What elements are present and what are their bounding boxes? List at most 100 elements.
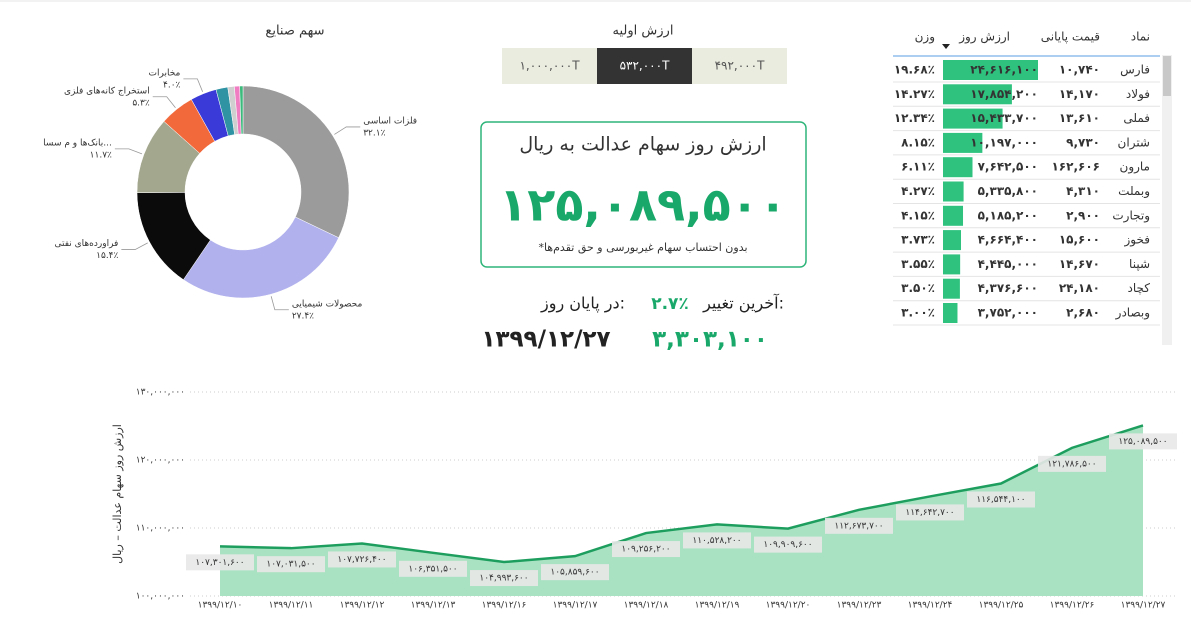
- value-bar: [943, 230, 962, 251]
- table-header[interactable]: وزن: [915, 30, 935, 45]
- leader-line: [270, 296, 289, 311]
- pie-value-label: ۵.۳٪: [132, 98, 150, 108]
- scrollbar-thumb[interactable]: [1163, 56, 1171, 96]
- data-label: ۱۰۷,۷۲۶,۴۰۰: [337, 555, 386, 565]
- day-value: ۱۷,۸۵۴,۲۰۰: [970, 87, 1038, 101]
- x-tick-label: ۱۳۹۹/۱۲/۲۷: [1121, 601, 1166, 611]
- day-value: ۷,۶۴۲,۵۰۰: [978, 160, 1038, 174]
- pie-slice: [239, 85, 244, 135]
- pie-label: محصولات شیمیایی: [292, 299, 363, 309]
- day-value: ۴,۳۷۶,۶۰۰: [978, 281, 1038, 295]
- price: ۱۴,۱۷۰: [1059, 87, 1100, 101]
- leader-line: [183, 78, 203, 92]
- end-change: ۳,۳۰۳,۱۰۰: [652, 327, 768, 353]
- symbol: وبصادر: [1115, 306, 1150, 321]
- value-bar: [943, 84, 1012, 105]
- day-value: ۴,۶۶۴,۴۰۰: [978, 233, 1038, 247]
- weight: ۴.۱۵٪: [901, 208, 935, 222]
- pie-label: فلزات اساسی: [363, 116, 417, 126]
- weight: ۱۲.۳۴٪: [894, 111, 935, 125]
- data-label: ۱۰۴,۹۹۳,۶۰۰: [479, 574, 528, 584]
- weight: ۳.۵۰٪: [901, 281, 935, 295]
- day-value: ۵,۳۳۵,۸۰۰: [978, 184, 1038, 198]
- option-label[interactable]: ۴۹۲,۰۰۰T: [715, 59, 765, 73]
- pie-label: فراورده‌های نفتی: [55, 239, 119, 249]
- end-label: در پایان روز:: [540, 294, 625, 314]
- day-value: ۱۰,۱۹۷,۰۰۰: [970, 135, 1038, 149]
- pie-slice: [183, 216, 339, 299]
- option-label[interactable]: ۱,۰۰۰,۰۰۰T: [519, 59, 580, 73]
- weight: ۳.۵۵٪: [901, 257, 935, 271]
- option-label[interactable]: ۵۳۲,۰۰۰T: [620, 59, 670, 73]
- value-bar: [943, 254, 961, 275]
- line: [219, 424, 1144, 564]
- symbol: مارون: [1120, 160, 1151, 175]
- pie-value-label: ۱۵.۴٪: [96, 251, 118, 261]
- weight: ۱۴.۲۷٪: [894, 87, 935, 101]
- symbol: فخوز: [1124, 233, 1150, 248]
- data-label-bg: [896, 504, 964, 521]
- data-label-bg: [1109, 433, 1177, 450]
- initial-value-title: ارزش اولیه: [613, 24, 674, 39]
- y-tick-label: ۱۰۰,۰۰۰,۰۰۰: [136, 592, 185, 602]
- x-tick-label: ۱۳۹۹/۱۲/۱۳: [411, 601, 456, 611]
- x-tick-label: ۱۳۹۹/۱۲/۲۵: [979, 601, 1024, 611]
- scrollbar-track[interactable]: [1162, 55, 1172, 345]
- option-button[interactable]: [692, 48, 787, 84]
- data-label-bg: [541, 564, 609, 581]
- data-label: ۱۱۶,۵۴۴,۱۰۰: [976, 495, 1025, 505]
- table-header[interactable]: ارزش روز: [958, 30, 1010, 45]
- end-date: ۱۳۹۹/۱۲/۲۷: [481, 327, 610, 353]
- table-header[interactable]: نماد: [1131, 30, 1150, 44]
- data-label-bg: [612, 541, 680, 558]
- y-axis-label: ارزش روز سهام عدالت – ریال: [111, 424, 124, 564]
- price: ۱۰,۷۴۰: [1059, 63, 1100, 77]
- x-tick-label: ۱۳۹۹/۱۲/۱۱: [269, 601, 314, 611]
- symbol: کچاد: [1128, 281, 1151, 295]
- x-tick-label: ۱۳۹۹/۱۲/۲۳: [837, 601, 882, 611]
- weight: ۱۹.۶۸٪: [894, 63, 935, 77]
- data-label-bg: [399, 560, 467, 577]
- data-label-bg: [825, 517, 893, 534]
- weight: ۴.۲۷٪: [901, 184, 935, 198]
- data-label: ۱۱۰,۵۲۸,۲۰۰: [692, 536, 741, 546]
- y-tick-label: ۱۳۰,۰۰۰,۰۰۰: [136, 388, 185, 398]
- pie-value-label: ۴.۰٪: [163, 80, 181, 90]
- price: ۲,۹۰۰: [1066, 208, 1100, 222]
- pie-label: بانک‌ها و م سسا...: [43, 138, 112, 148]
- day-value: ۱۵,۴۳۳,۷۰۰: [970, 111, 1038, 125]
- leader-line: [334, 126, 361, 135]
- day-value: ۲۴,۶۱۶,۱۰۰: [970, 63, 1038, 77]
- pie-value-label: ۱۱.۷٪: [90, 150, 112, 160]
- x-tick-label: ۱۳۹۹/۱۲/۲۴: [908, 601, 953, 611]
- symbol: فولاد: [1126, 87, 1150, 102]
- day-value: ۳,۷۵۲,۰۰۰: [978, 306, 1038, 320]
- value-bar: [943, 278, 960, 299]
- sort-arrow[interactable]: [942, 44, 950, 49]
- price: ۲۴,۱۸۰: [1059, 281, 1100, 295]
- price: ۱۵,۶۰۰: [1059, 233, 1100, 247]
- data-label: ۱۲۱,۷۸۶,۵۰۰: [1047, 459, 1096, 469]
- symbol: شپنا: [1129, 257, 1150, 271]
- x-tick-label: ۱۳۹۹/۱۲/۱۹: [695, 601, 740, 611]
- option-button[interactable]: [597, 48, 692, 84]
- value-bar: [943, 181, 964, 202]
- table-header[interactable]: قیمت پایانی: [1041, 30, 1100, 44]
- pie-value-label: ۲۷.۴٪: [292, 311, 314, 321]
- weight: ۳.۷۳٪: [901, 233, 935, 247]
- symbol: وبملت: [1118, 184, 1150, 199]
- leader-line: [114, 148, 143, 155]
- x-tick-label: ۱۳۹۹/۱۲/۱۷: [553, 601, 598, 611]
- symbol: شتران: [1118, 135, 1150, 150]
- data-label: ۱۰۷,۰۳۱,۵۰۰: [266, 560, 315, 570]
- data-label: ۱۰۷,۳۰۱,۶۰۰: [195, 558, 244, 568]
- data-label-bg: [470, 570, 538, 587]
- leader-line: [121, 242, 148, 250]
- change-value: ۲.۷٪: [651, 294, 689, 314]
- data-label: ۱۰۵,۸۵۹,۶۰۰: [550, 568, 599, 578]
- data-label: ۱۱۴,۶۴۲,۷۰۰: [905, 508, 954, 518]
- value-bar: [943, 132, 983, 153]
- option-button[interactable]: [502, 48, 597, 84]
